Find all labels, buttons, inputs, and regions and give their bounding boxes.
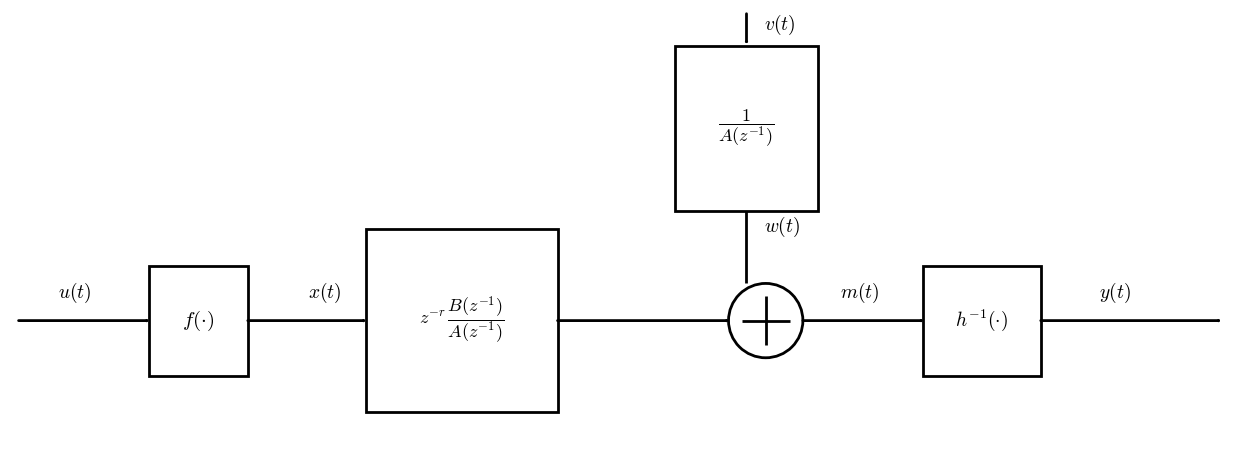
Text: $h^{-1}(\cdot)$: $h^{-1}(\cdot)$ bbox=[955, 308, 1009, 333]
Text: $w(t)$: $w(t)$ bbox=[764, 215, 800, 239]
FancyBboxPatch shape bbox=[675, 46, 818, 211]
FancyBboxPatch shape bbox=[149, 266, 248, 376]
Text: $v(t)$: $v(t)$ bbox=[764, 13, 797, 37]
Text: $z^{-r}\,\dfrac{B(z^{-1})}{A(z^{-1})}$: $z^{-r}\,\dfrac{B(z^{-1})}{A(z^{-1})}$ bbox=[419, 295, 504, 346]
Text: $x(t)$: $x(t)$ bbox=[309, 280, 341, 305]
Text: $u(t)$: $u(t)$ bbox=[58, 280, 90, 305]
Text: $\dfrac{1}{A(z^{-1})}$: $\dfrac{1}{A(z^{-1})}$ bbox=[719, 108, 774, 149]
FancyBboxPatch shape bbox=[366, 229, 558, 412]
Text: $m(t)$: $m(t)$ bbox=[840, 280, 880, 305]
Ellipse shape bbox=[729, 284, 803, 358]
Text: $f(\cdot)$: $f(\cdot)$ bbox=[182, 309, 214, 333]
FancyBboxPatch shape bbox=[923, 266, 1041, 376]
Text: $y(t)$: $y(t)$ bbox=[1099, 280, 1131, 305]
